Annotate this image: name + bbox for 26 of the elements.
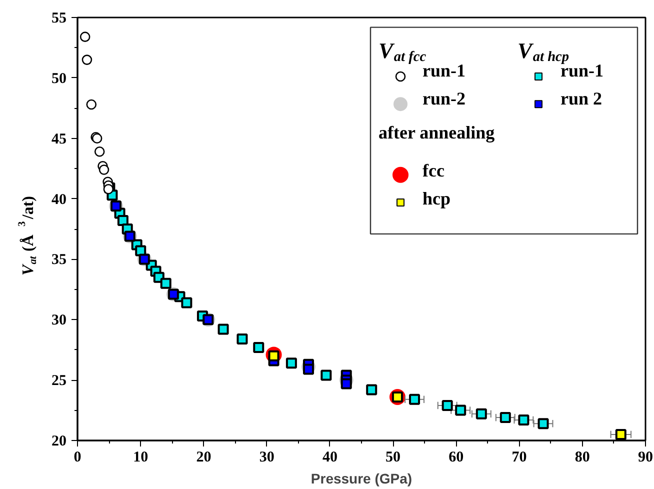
y-axis-title: Vat (Å3/at) — [16, 196, 39, 276]
x-axis-title: Pressure (GPa) — [310, 470, 412, 486]
legend-label: hcp — [422, 188, 451, 208]
y-tick-label: 50 — [52, 70, 66, 87]
x-tick-label: 80 — [574, 450, 590, 466]
y-tick-label: 45 — [52, 131, 66, 148]
x-tick-label: 30 — [259, 450, 274, 466]
legend-label: run 2 — [560, 88, 602, 108]
y-tick-label: 30 — [52, 312, 66, 329]
x-tick-label: 20 — [196, 450, 212, 466]
x-tick-label: 40 — [322, 450, 338, 466]
legend-label: run-2 — [422, 88, 466, 108]
y-tick-label: 55 — [52, 10, 66, 26]
x-tick-label: 50 — [386, 450, 401, 466]
x-tick-label: 60 — [448, 450, 464, 466]
y-tick-label: 35 — [52, 252, 66, 268]
x-tick-label: 70 — [512, 450, 527, 466]
y-tick-label: 25 — [52, 373, 66, 390]
x-tick-label: 90 — [638, 450, 653, 466]
annotation: after annealing — [378, 122, 495, 142]
x-tick-label: 10 — [133, 450, 148, 466]
y-tick-label: 20 — [52, 434, 66, 450]
legend-label: fcc — [422, 160, 444, 180]
legend-label: run-1 — [422, 60, 466, 80]
x-tick-label: 0 — [74, 450, 82, 466]
y-tick-label: 40 — [52, 192, 66, 208]
